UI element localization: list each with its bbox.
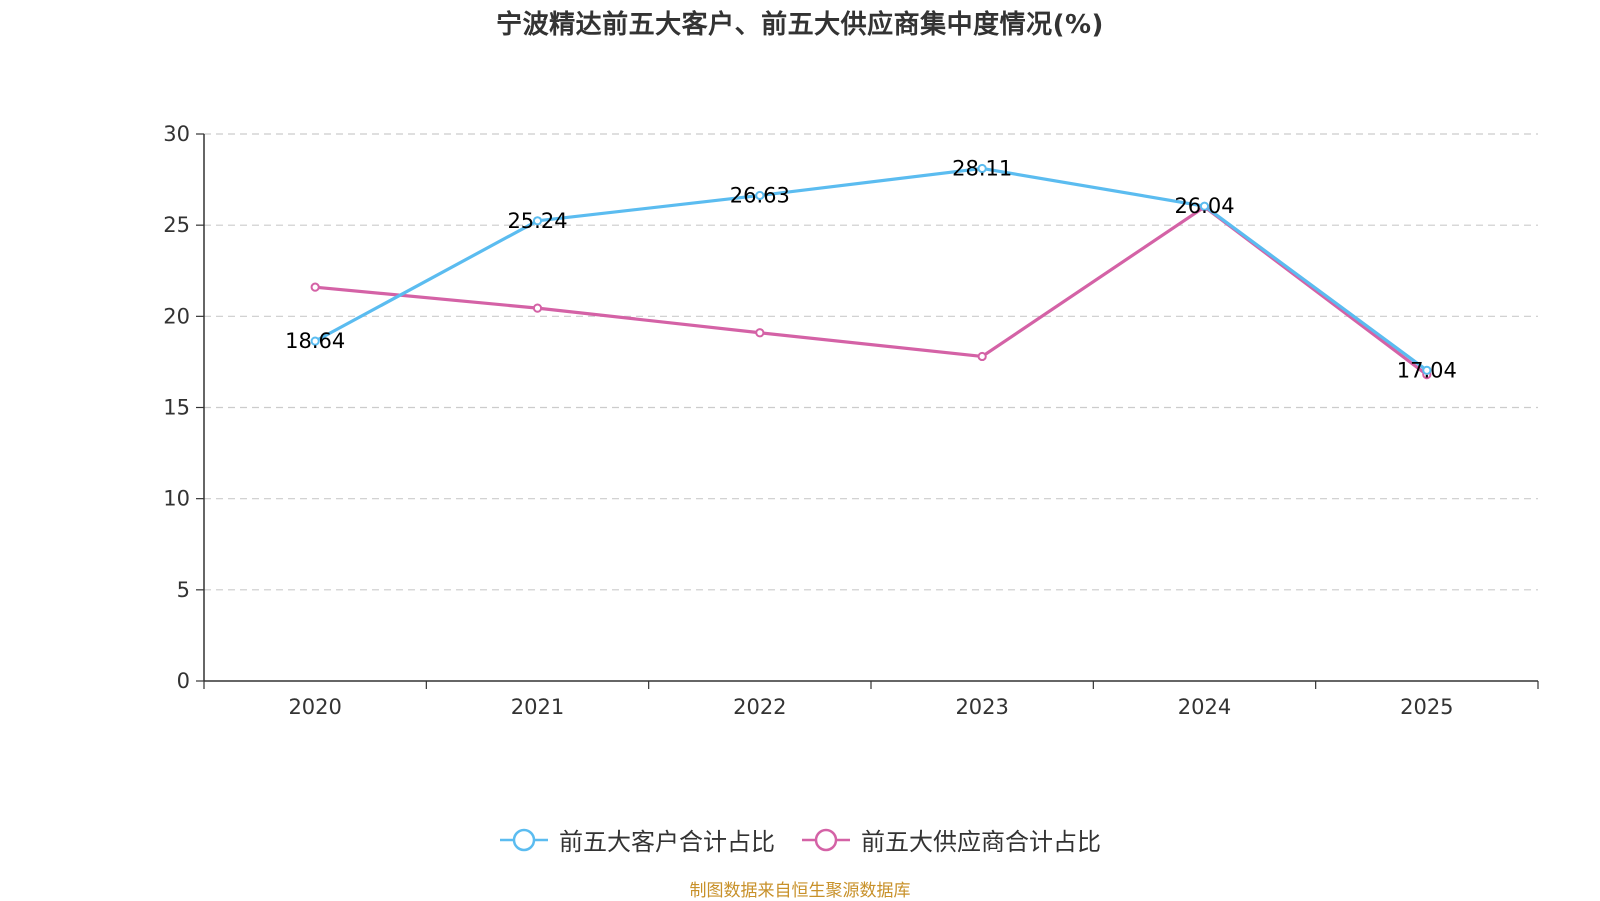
- x-tick-label-2021: 2021: [511, 695, 564, 719]
- y-tick-label-20: 20: [163, 304, 190, 328]
- legend: 前五大客户合计占比 前五大供应商合计占比: [0, 822, 1600, 857]
- series-0-point-2020[interactable]: [310, 336, 320, 346]
- chart-title: 宁波精达前五大客户、前五大供应商集中度情况(%): [496, 10, 1104, 40]
- series-0-point-2025[interactable]: [1422, 365, 1432, 375]
- series-layer: [310, 163, 1432, 380]
- data-label-2025: 17.04: [1397, 358, 1457, 382]
- data-label-2022: 26.63: [730, 183, 790, 207]
- data-label-2020: 18.64: [285, 329, 345, 353]
- legend-item-customers[interactable]: 前五大客户合计占比: [499, 822, 775, 857]
- x-axis-ticks: 2020 2021 2022 2023 2024 2025: [203, 681, 1539, 719]
- series-1-point-2023[interactable]: [977, 351, 987, 362]
- data-label-2024: 26.04: [1174, 194, 1234, 218]
- x-tick-label-2024: 2024: [1178, 695, 1231, 719]
- y-axis-ticks: 0 5 10 15 20 25 30: [163, 122, 204, 693]
- series-1-point-2021[interactable]: [532, 303, 543, 313]
- series-line-1: [315, 205, 1428, 376]
- data-labels-layer: 18.64 25.24 26.63 28.11 26.04 17.04: [285, 156, 1457, 382]
- x-tick-label-2025: 2025: [1400, 695, 1453, 719]
- x-tick-label-2023: 2023: [955, 695, 1008, 719]
- data-label-2023: 28.11: [952, 156, 1012, 180]
- series-0-point-2022[interactable]: [755, 190, 765, 201]
- series-0-point-2024[interactable]: [1199, 201, 1210, 211]
- series-1-point-2020[interactable]: [310, 282, 320, 292]
- series-line-0: [314, 166, 1428, 372]
- legend-marker-suppliers-icon: [802, 828, 850, 851]
- x-tick-label-2020: 2020: [288, 695, 341, 719]
- y-tick-label-15: 15: [163, 396, 190, 420]
- y-tick-label-25: 25: [163, 213, 190, 237]
- data-label-2021: 25.24: [507, 209, 567, 233]
- series-0-point-2023[interactable]: [977, 163, 987, 174]
- legend-item-suppliers[interactable]: 前五大供应商合计占比: [801, 822, 1101, 857]
- y-tick-label-0: 0: [177, 669, 190, 693]
- series-0-point-2021[interactable]: [532, 216, 543, 226]
- series-1-point-2022[interactable]: [755, 328, 765, 338]
- x-tick-label-2022: 2022: [733, 695, 786, 719]
- source-note: 制图数据来自恒生聚源数据库: [689, 881, 911, 901]
- legend-marker-customers-icon: [500, 828, 548, 851]
- y-tick-label-5: 5: [177, 578, 190, 602]
- legend-label-customers: 前五大客户合计占比: [559, 828, 775, 856]
- grid-lines: [204, 133, 1538, 591]
- y-tick-label-10: 10: [163, 487, 190, 511]
- y-tick-label-30: 30: [163, 122, 190, 146]
- legend-label-suppliers: 前五大供应商合计占比: [861, 828, 1101, 856]
